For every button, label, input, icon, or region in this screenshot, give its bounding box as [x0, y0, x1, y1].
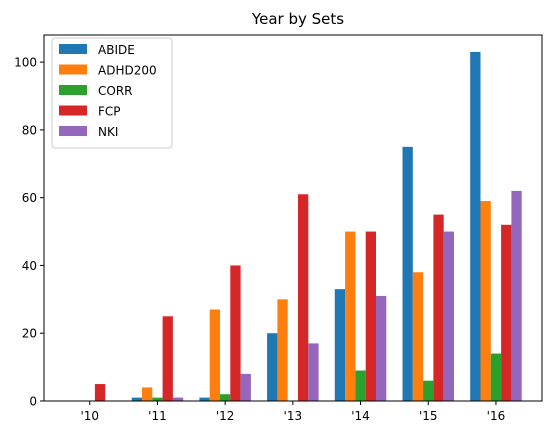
legend-label-abide: ABIDE — [98, 43, 135, 57]
legend-label-nki: NKI — [98, 125, 118, 139]
bar-abide-4 — [335, 289, 345, 401]
bar-fcp-1 — [163, 316, 173, 401]
bar-nki-1 — [173, 398, 183, 401]
bar-fcp-2 — [230, 265, 240, 401]
x-tick-label: '13 — [284, 409, 303, 423]
bar-corr-2 — [220, 394, 230, 401]
bar-nki-5 — [444, 232, 454, 401]
bar-adhd200-4 — [345, 232, 355, 401]
legend-swatch-adhd200 — [59, 65, 87, 75]
bar-adhd200-2 — [210, 310, 220, 402]
bar-abide-5 — [403, 147, 413, 401]
bar-abide-2 — [199, 398, 209, 401]
bar-nki-6 — [511, 191, 521, 401]
legend-swatch-fcp — [59, 106, 87, 116]
bar-corr-5 — [423, 381, 433, 401]
y-tick-label: 0 — [29, 395, 37, 409]
y-tick-label: 20 — [22, 327, 37, 341]
x-tick-label: '12 — [216, 409, 235, 423]
x-tick-label: '15 — [419, 409, 438, 423]
x-tick-label: '16 — [487, 409, 506, 423]
bar-adhd200-1 — [142, 387, 152, 401]
bar-adhd200-6 — [481, 201, 491, 401]
legend-label-corr: CORR — [98, 84, 133, 98]
bar-nki-4 — [376, 296, 386, 401]
bar-abide-3 — [267, 333, 277, 401]
bar-fcp-6 — [501, 225, 511, 401]
bar-fcp-3 — [298, 194, 308, 401]
x-tick-label: '10 — [80, 409, 99, 423]
y-tick-label: 100 — [14, 56, 37, 70]
legend-swatch-abide — [59, 44, 87, 54]
y-tick-label: 80 — [22, 123, 37, 137]
legend-label-adhd200: ADHD200 — [98, 64, 157, 78]
y-tick-label: 40 — [22, 259, 37, 273]
bar-adhd200-5 — [413, 272, 423, 401]
legend-swatch-corr — [59, 85, 87, 95]
bar-corr-1 — [152, 398, 162, 401]
x-tick-label: '14 — [351, 409, 370, 423]
bar-abide-6 — [470, 52, 480, 401]
bar-nki-3 — [308, 343, 318, 401]
bar-fcp-4 — [366, 232, 376, 401]
bar-nki-2 — [241, 374, 251, 401]
bar-abide-1 — [132, 398, 142, 401]
chart-title: Year by Sets — [251, 10, 344, 28]
legend-swatch-nki — [59, 126, 87, 136]
bar-corr-6 — [491, 354, 501, 401]
bar-fcp-5 — [433, 215, 443, 401]
bar-adhd200-3 — [277, 299, 287, 401]
y-tick-label: 60 — [22, 191, 37, 205]
bar-corr-4 — [355, 371, 365, 402]
bar-fcp-0 — [95, 384, 105, 401]
legend-label-fcp: FCP — [98, 105, 121, 119]
x-tick-label: '11 — [148, 409, 167, 423]
chart-legend: ABIDE ADHD200 CORR FCP NKI — [52, 38, 172, 148]
